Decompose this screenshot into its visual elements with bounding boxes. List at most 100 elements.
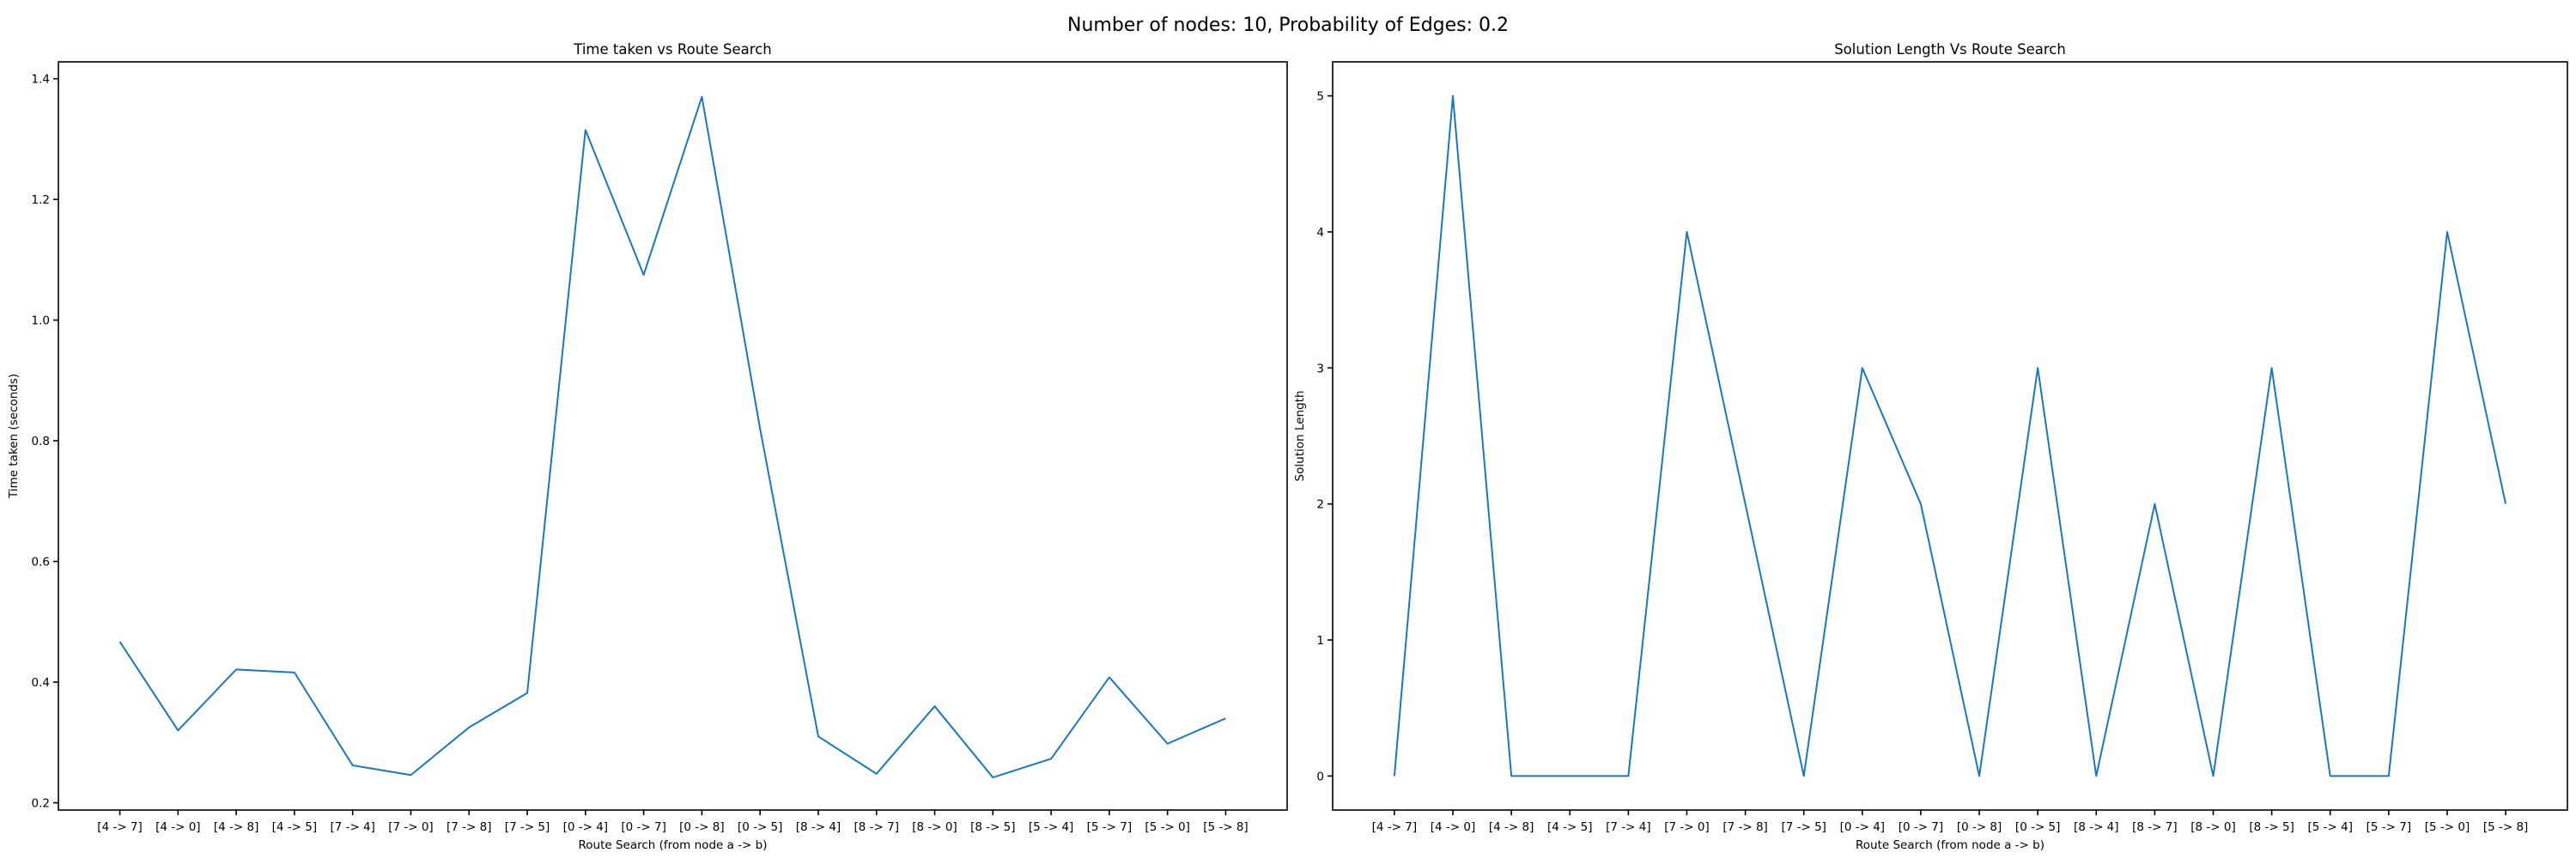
x-tick-label: [0 -> 5] <box>2015 820 2060 834</box>
time-taken-data-point <box>1050 758 1052 759</box>
x-tick-label: [8 -> 5] <box>2249 820 2293 834</box>
solution-length-data-point <box>2213 775 2215 777</box>
x-tick-label: [7 -> 5] <box>1781 820 1826 834</box>
x-tick-label: [7 -> 8] <box>1722 820 1767 834</box>
x-tick-label: [0 -> 4] <box>563 820 608 834</box>
solution-length-data-point <box>1569 775 1571 777</box>
solution-length-data-point <box>2037 367 2038 369</box>
solution-length-data-point <box>2330 775 2331 777</box>
figure-suptitle: Number of nodes: 10, Probability of Edge… <box>1067 15 1509 36</box>
x-tick-label: [0 -> 8] <box>1957 820 2002 834</box>
solution-length-x-axis-label: Route Search (from node a -> b) <box>1856 838 2044 852</box>
x-tick-label: [4 -> 0] <box>1431 820 1475 834</box>
time-taken-data-point <box>352 765 354 766</box>
x-tick-label: [5 -> 4] <box>2308 820 2353 834</box>
time-taken-data-point <box>701 96 702 98</box>
x-tick-label: [4 -> 7] <box>1372 820 1417 834</box>
time-taken-data-point <box>1109 676 1110 678</box>
time-taken-data-point <box>1167 743 1169 745</box>
time-taken-data-point <box>235 668 237 670</box>
y-tick-label: 1.0 <box>32 314 50 328</box>
x-tick-label: [4 -> 0] <box>155 820 200 834</box>
time-taken-plot-frame <box>58 61 1288 811</box>
y-tick-label: 1 <box>1316 634 1324 648</box>
time-taken-x-axis-label: Route Search (from node a -> b) <box>579 838 768 852</box>
x-tick-label: [8 -> 4] <box>2074 820 2118 834</box>
x-tick-label: [8 -> 5] <box>970 820 1015 834</box>
x-tick-label: [8 -> 7] <box>854 820 899 834</box>
solution-length-data-point <box>1803 775 1805 777</box>
y-tick-label: 0 <box>1316 770 1324 783</box>
x-tick-label: [7 -> 0] <box>1664 820 1709 834</box>
time-taken-title: Time taken vs Route Search <box>573 41 771 58</box>
y-tick-label: 1.2 <box>32 193 50 207</box>
x-tick-label: [8 -> 4] <box>796 820 841 834</box>
x-tick-label: [8 -> 7] <box>2132 820 2177 834</box>
solution-length-data-point <box>1394 775 1395 777</box>
y-tick-label: 0.8 <box>32 435 50 448</box>
solution-length-y-axis-label: Solution Length <box>1293 391 1307 482</box>
y-tick-label: 0.4 <box>32 676 50 690</box>
solution-length-chart: Solution Length Vs Route Search 0 1 2 3 4 5 [4 … <box>1293 41 2568 852</box>
x-tick-label: [0 -> 8] <box>679 820 724 834</box>
x-tick-label: [5 -> 7] <box>2366 820 2411 834</box>
solution-length-data-point <box>2271 367 2273 369</box>
solution-length-data-point <box>2446 231 2448 233</box>
x-tick-label: [8 -> 0] <box>2190 820 2235 834</box>
time-taken-data-point <box>585 129 586 131</box>
y-tick-label: 0.6 <box>32 556 50 570</box>
y-tick-label: 0.2 <box>32 797 50 811</box>
time-taken-series-line <box>118 95 1226 779</box>
x-tick-label: [5 -> 4] <box>1029 820 1073 834</box>
x-tick-label: [5 -> 0] <box>2425 820 2470 834</box>
time-taken-data-point <box>876 773 878 775</box>
solution-length-data-point <box>1745 503 1747 505</box>
time-taken-data-point <box>759 428 761 430</box>
time-taken-chart: Time taken vs Route Search 0.2 0.4 0.6 0.8 1.… <box>7 41 1288 852</box>
solution-length-data-point <box>1627 775 1629 777</box>
time-taken-data-point <box>1224 717 1226 719</box>
x-tick-label: [0 -> 7] <box>621 820 665 834</box>
x-tick-label: [8 -> 0] <box>912 820 957 834</box>
time-taken-data-point <box>294 672 295 673</box>
time-taken-data-point <box>410 774 411 776</box>
x-tick-label: [4 -> 8] <box>1489 820 1534 834</box>
x-tick-label: [4 -> 5] <box>1547 820 1592 834</box>
x-tick-label: [4 -> 7] <box>97 820 142 834</box>
x-tick-label: [5 -> 0] <box>1145 820 1189 834</box>
solution-length-series-line <box>1393 94 2507 777</box>
time-taken-data-point <box>992 777 993 778</box>
x-tick-label: [0 -> 4] <box>1840 820 1885 834</box>
time-taken-data-point <box>643 274 645 276</box>
x-tick-label: [4 -> 8] <box>214 820 258 834</box>
x-tick-label: [7 -> 4] <box>1606 820 1650 834</box>
solution-length-data-point <box>1978 775 1980 777</box>
y-tick-label: 5 <box>1316 90 1324 104</box>
x-tick-label: [4 -> 5] <box>272 820 317 834</box>
x-tick-label: [0 -> 7] <box>1899 820 1943 834</box>
x-tick-label: [5 -> 8] <box>2483 820 2528 834</box>
solution-length-data-point <box>1452 95 1454 97</box>
x-tick-label: [7 -> 8] <box>447 820 491 834</box>
time-taken-data-point <box>177 729 179 731</box>
x-tick-label: [5 -> 8] <box>1203 820 1248 834</box>
time-taken-data-point <box>817 735 819 737</box>
time-taken-data-point <box>468 727 470 728</box>
solution-length-plot-frame <box>1332 61 2568 811</box>
y-tick-label: 3 <box>1316 362 1324 375</box>
solution-length-data-point <box>2388 775 2390 777</box>
solution-length-data-point <box>1862 367 1863 369</box>
solution-length-data-point <box>2154 503 2155 505</box>
solution-length-data-point <box>1686 231 1687 233</box>
x-tick-label: [7 -> 5] <box>505 820 550 834</box>
time-taken-data-point <box>119 641 121 643</box>
x-tick-label: [7 -> 4] <box>330 820 374 834</box>
y-tick-label: 4 <box>1316 226 1324 240</box>
solution-length-data-point <box>2505 503 2506 505</box>
solution-length-data-point <box>1920 503 1922 505</box>
solution-length-data-point <box>2095 775 2097 777</box>
time-taken-data-point <box>934 705 936 707</box>
x-tick-label: [0 -> 5] <box>738 820 782 834</box>
time-taken-data-point <box>526 692 528 694</box>
